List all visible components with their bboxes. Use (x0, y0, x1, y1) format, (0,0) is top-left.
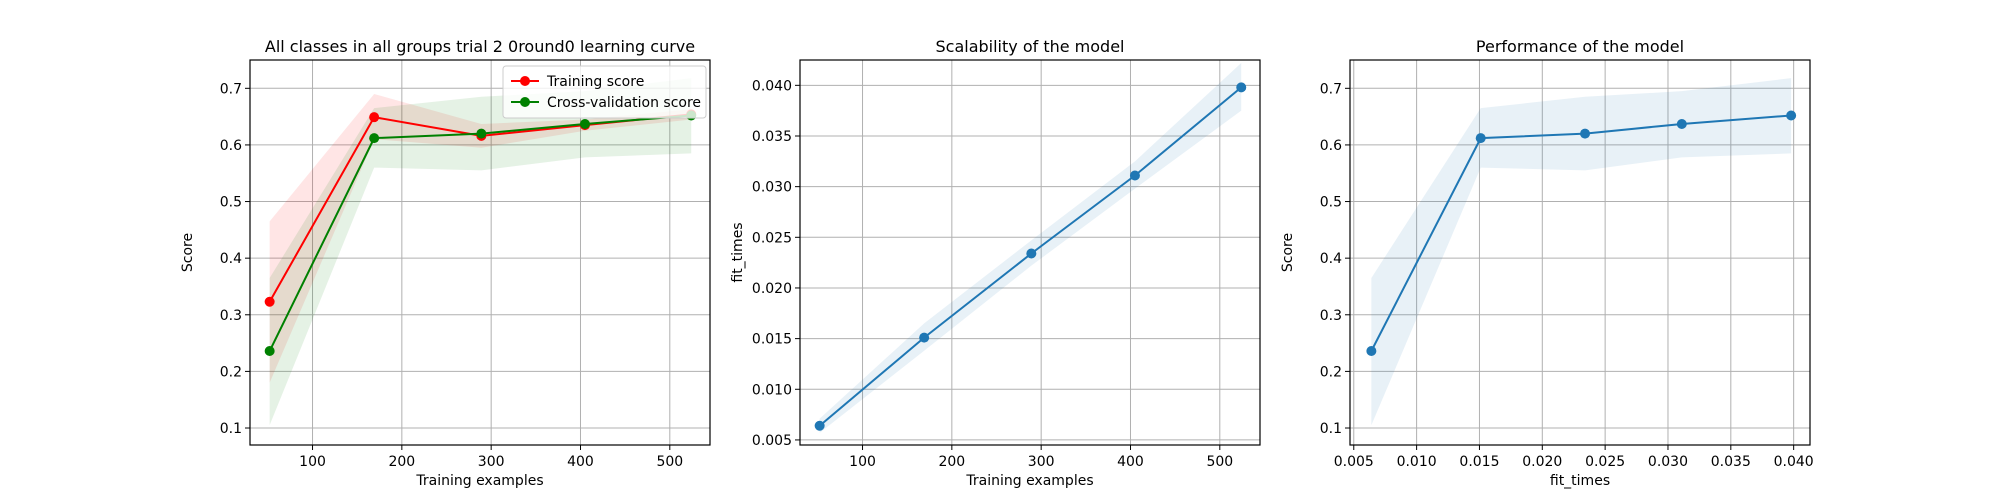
data-point (919, 332, 930, 343)
data-point (264, 346, 275, 357)
data-point (814, 420, 825, 431)
x-tick-label: 0.035 (1711, 454, 1751, 470)
y-tick-label: 0.5 (220, 195, 242, 211)
series-band (269, 78, 692, 426)
y-tick-label: 0.015 (752, 332, 792, 348)
data-point (1580, 128, 1591, 139)
data-point (1475, 133, 1486, 144)
y-axis-label: Score (180, 233, 196, 272)
x-tick-label: 0.030 (1648, 454, 1688, 470)
y-tick-label: 0.010 (752, 382, 792, 398)
chart-title: Scalability of the model (936, 37, 1125, 56)
y-tick-label: 0.1 (1320, 421, 1342, 437)
x-tick-label: 500 (656, 454, 683, 470)
plot-frame (799, 59, 1261, 446)
x-tick-label: 300 (1028, 454, 1055, 470)
y-tick-label: 0.020 (752, 281, 792, 297)
data-point (1366, 346, 1377, 357)
y-tick-label: 0.4 (1320, 251, 1342, 267)
data-point (264, 296, 275, 307)
data-point (1129, 170, 1140, 181)
y-axis-label: Score (1280, 233, 1296, 272)
y-tick-label: 0.3 (220, 308, 242, 324)
chart-scalability: 100 200 300 400 500 0.005 0.010 0.015 0.020 0.025… (730, 37, 1261, 489)
y-tick-label: 0.030 (752, 180, 792, 196)
y-tick-label: 0.5 (1320, 195, 1342, 211)
data-point (1236, 82, 1247, 93)
y-tick-label: 0.005 (752, 433, 792, 449)
chart-title: All classes in all groups trial 2 0round… (265, 37, 695, 56)
x-tick-label: 300 (478, 454, 505, 470)
x-axis-label: Training examples (965, 473, 1093, 489)
x-tick-label: 400 (567, 454, 594, 470)
legend: Training score Cross-validation score (502, 65, 707, 119)
data-point (369, 133, 380, 144)
chart-title: Performance of the model (1476, 37, 1684, 56)
x-tick-label: 100 (849, 454, 876, 470)
series-band (269, 93, 692, 383)
y-tick-label: 0.4 (220, 251, 242, 267)
x-tick-label: 400 (1117, 454, 1144, 470)
x-axis-label: fit_times (1550, 473, 1610, 489)
chart-performance: 0.005 0.010 0.015 0.020 0.025 0.030 0.035 0.040… (1280, 37, 1814, 489)
x-axis-label: Training examples (415, 473, 543, 489)
y-tick-label: 0.025 (752, 230, 792, 246)
y-tick-label: 0.6 (1320, 138, 1342, 154)
data-point (1676, 118, 1687, 129)
data-point (476, 128, 487, 139)
data-point (579, 118, 590, 129)
x-tick-label: 200 (938, 454, 965, 470)
x-tick-label: 0.015 (1459, 454, 1499, 470)
data-point (1786, 110, 1797, 121)
chart-learning: 100 200 300 400 500 0.1 0.2 0.3 0.4 0.5 0.6 0.7 All … (180, 37, 711, 489)
x-tick-label: 0.040 (1774, 454, 1814, 470)
y-tick-label: 0.035 (752, 129, 792, 145)
y-tick-label: 0.6 (220, 138, 242, 154)
data-point (1026, 248, 1037, 259)
data-point (369, 112, 380, 123)
x-tick-label: 0.025 (1585, 454, 1625, 470)
series-band (1371, 78, 1792, 426)
y-tick-label: 0.7 (220, 81, 242, 97)
x-tick-label: 0.005 (1334, 454, 1374, 470)
plot-frame (249, 59, 711, 446)
x-tick-label: 100 (299, 454, 326, 470)
legend-marker (520, 97, 530, 107)
y-tick-label: 0.2 (1320, 364, 1342, 380)
x-tick-label: 200 (388, 454, 415, 470)
legend-marker (520, 76, 530, 86)
y-tick-label: 0.2 (220, 364, 242, 380)
y-tick-label: 0.1 (220, 421, 242, 437)
x-tick-label: 500 (1206, 454, 1233, 470)
y-tick-label: 0.040 (752, 78, 792, 94)
legend-label: Training score (546, 74, 644, 90)
legend-box (502, 65, 707, 119)
legend-label: Cross-validation score (547, 95, 701, 111)
x-tick-label: 0.020 (1522, 454, 1562, 470)
y-tick-label: 0.7 (1320, 81, 1342, 97)
y-axis-label: fit_times (730, 222, 746, 282)
x-tick-label: 0.010 (1397, 454, 1437, 470)
y-tick-label: 0.3 (1320, 308, 1342, 324)
plot-frame (1349, 59, 1811, 446)
